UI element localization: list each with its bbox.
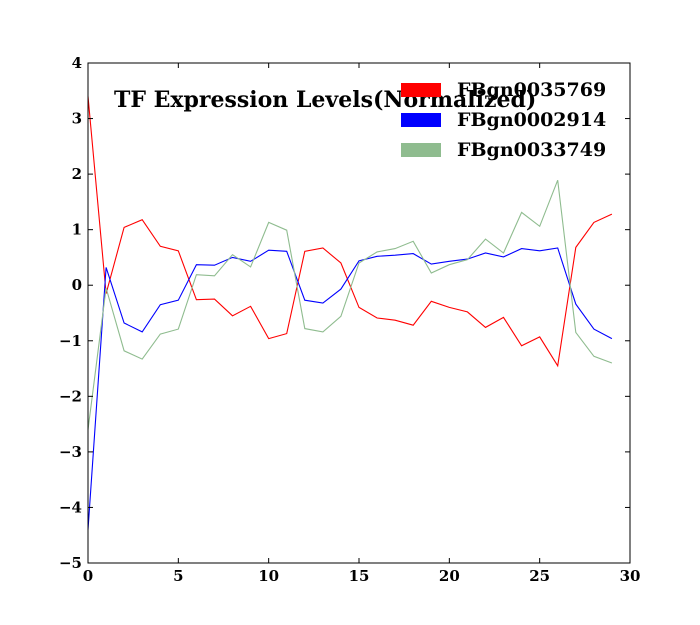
series-line-fbgn0033749 [87,179,613,430]
legend-swatch [401,83,441,97]
legend-label: FBgn0002914 [457,109,606,131]
y-tick-label: −3 [59,443,82,461]
y-tick-label: −5 [59,554,82,572]
series-line-fbgn0035769 [87,96,613,368]
y-tick-label: 3 [72,110,82,128]
x-tick-label: 0 [83,567,93,585]
y-tick-label: −4 [59,498,82,516]
y-axis-ticks: −5 −4 −3 −2 −1 0 1 2 3 4 [59,54,630,572]
y-tick-label: 2 [72,165,82,183]
legend-swatch [401,143,441,157]
y-tick-label: −2 [59,387,82,405]
plot-frame [87,62,631,564]
y-tick-label: 4 [72,54,82,72]
y-tick-label: 0 [72,276,82,294]
y-tick-label: 1 [72,221,82,239]
x-tick-label: 5 [173,567,183,585]
x-axis-ticks: 0 5 10 15 20 25 30 [83,63,641,585]
x-tick-label: 25 [529,567,550,585]
legend: FBgn0035769 FBgn0002914 FBgn0033749 [401,79,606,161]
y-tick-label: −1 [59,332,82,350]
x-tick-label: 20 [439,567,460,585]
legend-label: FBgn0033749 [457,139,606,161]
legend-label: FBgn0035769 [457,79,606,101]
legend-swatch [401,113,441,127]
x-tick-label: 30 [620,567,641,585]
x-tick-label: 15 [349,567,370,585]
series-line-fbgn0002914 [87,247,613,530]
plot-lines [87,96,613,530]
x-tick-label: 10 [258,567,279,585]
chart-title: TF Expression Levels(Normalized) [114,87,536,113]
